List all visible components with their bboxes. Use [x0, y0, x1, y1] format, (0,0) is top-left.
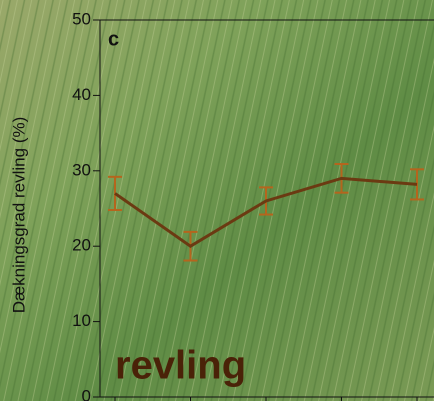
annotation: revling: [115, 344, 246, 388]
y-tick-label: 20: [72, 236, 91, 255]
y-tick-label: 30: [72, 160, 91, 179]
error-bar: [410, 168, 424, 201]
y-tick-label: 50: [72, 9, 91, 28]
y-tick-label: 0: [82, 386, 91, 401]
y-tick-label: 10: [72, 311, 91, 330]
series-line: [114, 176, 418, 248]
y-axis-label: Dækningsgrad revling (%): [9, 117, 28, 314]
y-tick-label: 40: [72, 85, 91, 104]
panel-label: c: [108, 28, 119, 50]
